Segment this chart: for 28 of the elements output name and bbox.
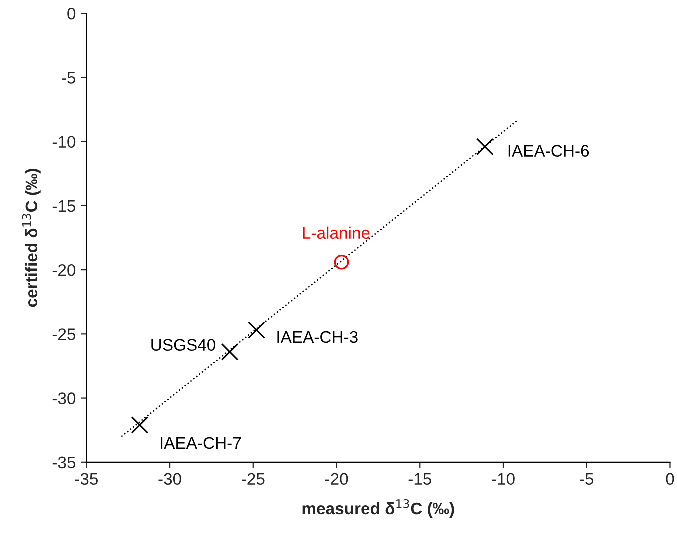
y-tick-label: -30: [52, 392, 76, 404]
annotation: IAEA-CH-6: [508, 145, 590, 157]
x-tick-label: -10: [492, 473, 515, 486]
point: [131, 416, 149, 434]
point: [334, 254, 350, 270]
y-axis-title: certified δ$^{13}$C (‰): [22, 169, 41, 308]
y-tick-label: -10: [52, 136, 76, 148]
x-tick-label: -15: [408, 473, 432, 486]
x-tick-label: -30: [158, 473, 182, 486]
y-tick-label: -20: [52, 264, 76, 276]
annotation: L-alanine: [303, 226, 370, 240]
point: [221, 343, 239, 361]
annotation: IAEA-CH-7: [160, 437, 242, 450]
y-tick-label: -15: [52, 200, 76, 212]
y-tick-label: 0: [68, 8, 76, 20]
y-tick-label: -5: [62, 72, 76, 84]
x-tick-label: -35: [75, 473, 98, 486]
y-tick-label: -35: [52, 456, 76, 469]
x-tick-label: -5: [580, 473, 594, 486]
point: [476, 138, 494, 156]
annotation: USGS40: [152, 339, 216, 352]
x-tick-label: 0: [666, 473, 674, 486]
annotation: IAEA-CH-3: [278, 331, 358, 344]
y-tick-label: -25: [52, 328, 76, 340]
point: [248, 322, 266, 340]
x-tick-label: -20: [325, 473, 348, 486]
x-axis-title: measured δ$^{13}$C (‰): [302, 499, 454, 518]
x-tick-label: -25: [242, 473, 265, 486]
